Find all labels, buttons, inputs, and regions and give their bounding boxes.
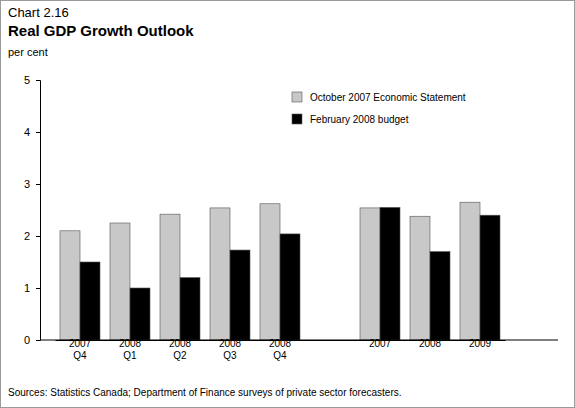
- bar: [130, 288, 150, 340]
- series: [60, 202, 480, 340]
- x-tick-label: 2008Q2: [169, 338, 192, 361]
- legend: October 2007 Economic Statement February …: [292, 92, 466, 125]
- bar: [80, 262, 100, 340]
- bar: [60, 231, 80, 340]
- y-label: per cent: [8, 46, 48, 58]
- baseline: [40, 340, 558, 341]
- y-tick-label: 1: [24, 282, 30, 294]
- bar: [210, 208, 230, 340]
- bar: [260, 204, 280, 340]
- x-tick: 2007Q4: [69, 338, 92, 361]
- bar: [280, 234, 300, 340]
- legend-swatch: [292, 114, 302, 124]
- x-tick-label: 2008Q4: [269, 338, 292, 361]
- y-tick-mark: [36, 132, 40, 133]
- y-tick: 2: [24, 230, 40, 242]
- chart: Chart 2.16 Real GDP Growth Outlook per cen…: [0, 0, 575, 408]
- y-tick-label: 2: [24, 230, 30, 242]
- legend-label: October 2007 Economic Statement: [310, 92, 466, 103]
- frame: [1, 1, 575, 408]
- y-tick: 4: [24, 126, 40, 138]
- bar: [230, 250, 250, 340]
- y-tick: 1: [24, 282, 40, 294]
- y-tick-mark: [36, 288, 40, 289]
- bar: [460, 202, 480, 340]
- bar: [180, 278, 200, 340]
- source: Sources: Statistics Canada; Department o…: [8, 387, 402, 398]
- legend-label: February 2008 budget: [310, 114, 409, 125]
- y-tick-mark: [36, 236, 40, 237]
- x-tick-label-line: Q4: [273, 350, 287, 361]
- series: [80, 207, 500, 340]
- x-tick-label-line: Q1: [123, 350, 137, 361]
- y-tick-mark: [36, 340, 40, 341]
- legend-swatch: [292, 92, 302, 102]
- bar: [480, 215, 500, 340]
- y-tick: 3: [24, 178, 40, 190]
- x-tick: 2008Q3: [219, 338, 242, 361]
- bar: [360, 208, 380, 340]
- legend-item: October 2007 Economic Statement: [292, 92, 466, 103]
- y-tick-mark: [36, 80, 40, 81]
- x-tick-label-line: Q3: [223, 350, 237, 361]
- y-tick: 5: [24, 74, 40, 86]
- x-tick-label-line: Q2: [173, 350, 187, 361]
- legend-item: February 2008 budget: [292, 114, 409, 125]
- bars: [60, 202, 500, 340]
- y-tick-label: 5: [24, 74, 30, 86]
- bar: [380, 207, 400, 340]
- x-tick-label-line: Q4: [73, 350, 87, 361]
- x-tick-label: 2007Q4: [69, 338, 92, 361]
- y-tick-label: 0: [24, 334, 30, 346]
- x-tick: 2008Q1: [119, 338, 142, 361]
- x-tick: 2008Q4: [269, 338, 292, 361]
- bar: [110, 223, 130, 340]
- y-tick-mark: [36, 184, 40, 185]
- title: Real GDP Growth Outlook: [8, 22, 194, 39]
- bar: [430, 252, 450, 340]
- y-tick-label: 4: [24, 126, 30, 138]
- y-axis-line: [36, 81, 41, 341]
- chart-label: Chart 2.16: [8, 5, 69, 20]
- y-axis: 0 1 2 3 4 5: [24, 74, 41, 346]
- y-tick-label: 3: [24, 178, 30, 190]
- x-tick-label: 2008Q1: [119, 338, 142, 361]
- bar: [410, 216, 430, 340]
- y-tick: 0: [24, 334, 40, 346]
- x-axis: 2007Q42008Q12008Q22008Q32008Q42007200820…: [56, 338, 506, 361]
- x-tick: 2008Q2: [169, 338, 192, 361]
- bar: [160, 214, 180, 340]
- x-tick-label: 2008Q3: [219, 338, 242, 361]
